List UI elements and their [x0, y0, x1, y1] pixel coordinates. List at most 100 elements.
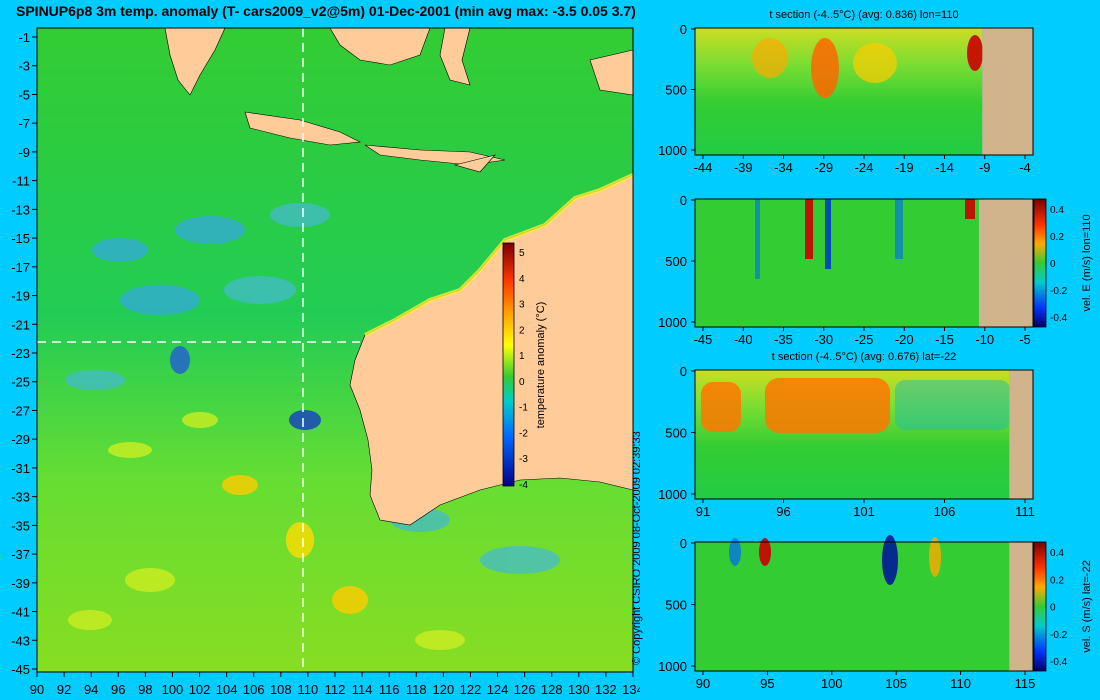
- panel-x-tick: -34: [774, 160, 793, 175]
- lat-tick-label: -45: [11, 662, 30, 677]
- panel-x-tick: 101: [853, 504, 875, 519]
- lon-tick-label: 122: [460, 682, 482, 697]
- lon-tick-label: 130: [568, 682, 590, 697]
- lat-tick-label: -29: [11, 432, 30, 447]
- panel-x-tick: -44: [694, 160, 713, 175]
- lat-tick-label: -9: [18, 145, 30, 160]
- section-field: [695, 542, 1010, 671]
- map-colorbar-tick: -3: [519, 454, 528, 465]
- lon-tick-label: 108: [270, 682, 292, 697]
- panel-title: t section (-4..5°C) (avg: 0.676) lat=-22: [772, 351, 956, 363]
- panel-colorbar-label: vel. E (m/s) lon=110: [1081, 214, 1093, 311]
- panel-x-tick: -35: [774, 332, 793, 347]
- panel-colorbar-tick: 0.4: [1050, 548, 1064, 559]
- panel-colorbar-tick: 0.4: [1050, 205, 1064, 216]
- section-field: [695, 28, 983, 155]
- panel-colorbar-tick: -0.2: [1050, 630, 1068, 641]
- panel-x-tick: -4: [1019, 160, 1031, 175]
- panel-x-tick: -25: [855, 332, 874, 347]
- page-title: SPINUP6p8 3m temp. anomaly (T- cars2009_…: [16, 3, 636, 19]
- panel-colorbar-tick: -0.4: [1050, 657, 1068, 668]
- lon-tick-label: 134: [622, 682, 640, 697]
- lat-tick-label: -31: [11, 461, 30, 476]
- panel-x-tick: -29: [814, 160, 833, 175]
- lat-tick-label: -21: [11, 317, 30, 332]
- map-colorbar-label: temperature anomaly (°C): [535, 302, 547, 429]
- panel-x-tick: -19: [895, 160, 914, 175]
- sumatra-land: [164, 27, 226, 96]
- panel-x-tick: -24: [855, 160, 874, 175]
- panel-x-tick: -14: [935, 160, 954, 175]
- lon-tick-label: 114: [352, 682, 373, 697]
- lat-tick-label: -19: [11, 289, 30, 304]
- lat-axis-ticks: -1 -3 -5 -7 -9 -11 -13 -15 -17 -19 -21 -23 -25 -27 -29…: [11, 30, 37, 677]
- lon-tick-label: 92: [57, 682, 71, 697]
- lon-tick-label: 98: [138, 682, 152, 697]
- lon-tick-label: 90: [30, 682, 44, 697]
- panel-x-tick: 90: [696, 676, 710, 691]
- lat-tick-label: -15: [11, 231, 30, 246]
- section-panel-1: t section (-4..5°C) (avg: 0.836) lon=110…: [658, 9, 1034, 175]
- section-panel-3: t section (-4..5°C) (avg: 0.676) lat=-22…: [658, 351, 1035, 519]
- panel-x-tick: 96: [776, 504, 790, 519]
- section-field: [695, 199, 979, 327]
- panel-y-tick: 1000: [658, 487, 687, 502]
- map-colorbar-tick: -1: [519, 403, 528, 414]
- panel-x-tick: -15: [935, 332, 954, 347]
- lon-tick-label: 102: [189, 682, 211, 697]
- lon-tick-label: 106: [243, 682, 265, 697]
- panel-x-tick: -30: [814, 332, 833, 347]
- section-panel-2: 0 500 1000 -45 -40 -35 -30 -25 -20 -15 -10 -5 0.4 0.2…: [658, 193, 1093, 347]
- map-colorbar-tick: 2: [519, 325, 525, 336]
- lat-tick-label: -41: [11, 605, 30, 620]
- panel-colorbar-tick: 0.2: [1050, 575, 1064, 586]
- lon-tick-label: 124: [487, 682, 509, 697]
- lat-tick-label: -39: [11, 576, 30, 591]
- panel-colorbar: [1033, 198, 1047, 328]
- lat-tick-label: -5: [18, 87, 30, 102]
- lat-tick-label: -7: [18, 116, 30, 131]
- panel-x-tick: 115: [1015, 676, 1036, 691]
- lat-tick-label: -11: [12, 174, 30, 189]
- panel-colorbar-tick: 0.2: [1050, 232, 1064, 243]
- lat-tick-label: -13: [11, 202, 30, 217]
- seafloor-land: [1009, 542, 1033, 671]
- panel-x-tick: -39: [734, 160, 753, 175]
- panel-y-tick: 500: [665, 254, 687, 269]
- panel-y-tick: 500: [665, 83, 687, 98]
- lat-tick-label: -17: [11, 260, 30, 275]
- warm-eddies: [68, 412, 465, 650]
- panel-y-tick: 1000: [658, 315, 687, 330]
- seafloor-land: [978, 199, 1033, 327]
- panel-y-tick: 0: [680, 193, 687, 208]
- panel-y-tick: 0: [680, 22, 687, 37]
- lat-tick-label: -35: [11, 518, 30, 533]
- lat-tick-label: -25: [11, 375, 30, 390]
- panel-x-tick: -20: [895, 332, 914, 347]
- panel-y-tick: 500: [665, 426, 687, 441]
- lon-tick-label: 132: [595, 682, 617, 697]
- lon-tick-label: 128: [541, 682, 563, 697]
- panel-x-tick: 95: [760, 676, 774, 691]
- panel-colorbar-tick: -0.4: [1050, 313, 1068, 324]
- lat-tick-label: -37: [11, 547, 30, 562]
- lon-tick-label: 96: [111, 682, 125, 697]
- panel-colorbar-tick: 0: [1050, 259, 1056, 270]
- panel-title: t section (-4..5°C) (avg: 0.836) lon=110: [769, 9, 958, 21]
- map-colorbar-tick: -2: [519, 428, 528, 439]
- panel-y-tick: 0: [680, 536, 687, 551]
- panel-y-tick: 1000: [658, 143, 687, 158]
- cool-eddies: [65, 203, 560, 574]
- panel-x-tick: 110: [950, 676, 971, 691]
- map-colorbar-tick: 1: [519, 351, 525, 362]
- map-colorbar-tick: 5: [519, 248, 525, 259]
- panel-colorbar: [1033, 541, 1047, 672]
- section-panel-4: 0 500 1000 90 95 100 105 110 115 0.4 0.2 0 -0.2 -0.4 v…: [658, 535, 1093, 691]
- lon-tick-label: 116: [379, 682, 400, 697]
- panel-y-tick: 0: [680, 364, 687, 379]
- lat-tick-label: -1: [18, 30, 30, 45]
- map-colorbar-tick: 3: [519, 300, 525, 311]
- panel-colorbar-label: vel. S (m/s) lat=-22: [1081, 560, 1093, 653]
- panel-y-tick: 1000: [658, 659, 687, 674]
